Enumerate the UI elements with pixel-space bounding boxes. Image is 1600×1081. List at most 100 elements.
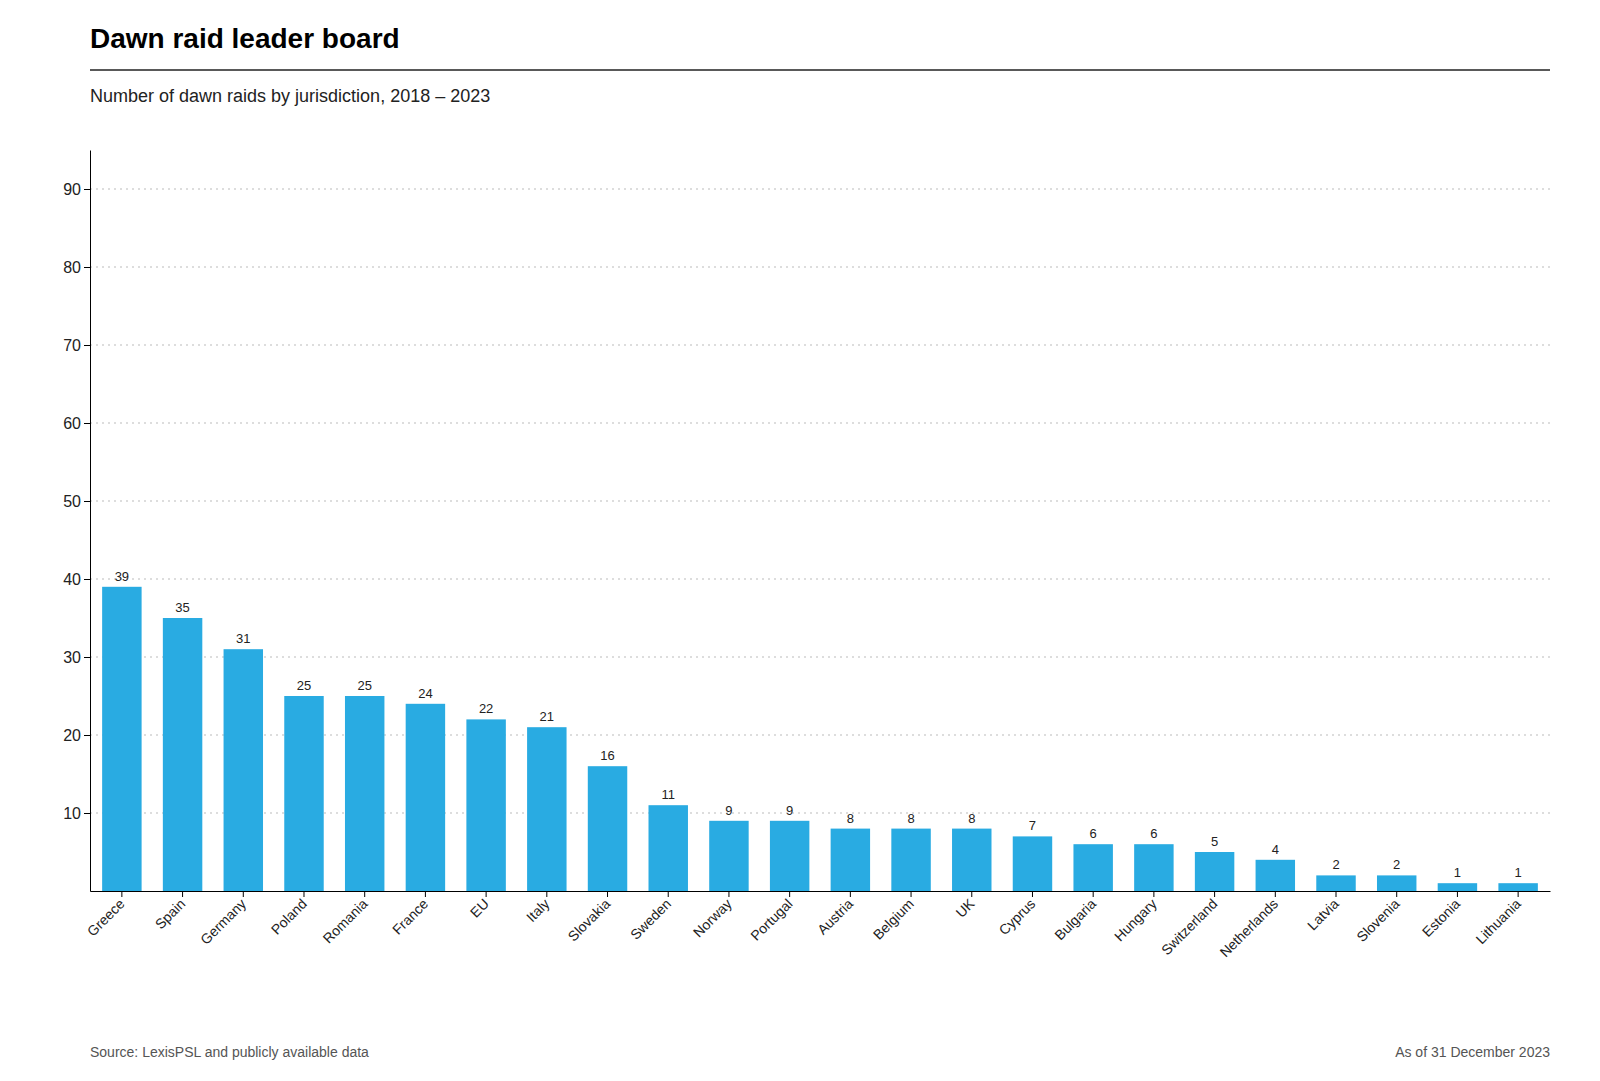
x-tick-label: Estonia xyxy=(1419,895,1463,939)
data-label: 24 xyxy=(418,686,432,701)
data-label: 25 xyxy=(357,678,371,693)
x-tick-label: Germany xyxy=(197,896,249,948)
x-tick-mark xyxy=(1093,891,1094,897)
bar xyxy=(709,821,748,891)
x-tick-label: Norway xyxy=(690,896,735,941)
grid-line xyxy=(90,657,1550,658)
bar xyxy=(1256,860,1295,891)
y-tick: 70 xyxy=(63,337,90,354)
x-tick: UK xyxy=(953,891,979,921)
x-tick-mark xyxy=(121,891,122,897)
x-tick-label: Bulgaria xyxy=(1051,895,1099,943)
x-tick-mark xyxy=(1457,891,1458,897)
grid-line xyxy=(90,189,1550,190)
y-tick-label: 90 xyxy=(63,181,81,198)
y-tick-mark xyxy=(84,189,90,190)
x-tick-mark xyxy=(1275,891,1276,897)
bar xyxy=(952,829,991,891)
x-tick-mark xyxy=(668,891,669,897)
x-tick-label: Austria xyxy=(814,895,856,937)
x-tick: Germany xyxy=(197,891,249,948)
bar xyxy=(406,704,445,891)
bar xyxy=(1377,875,1416,891)
x-tick: Belgium xyxy=(870,891,917,943)
x-tick: Hungary xyxy=(1111,891,1160,944)
x-tick-mark xyxy=(303,891,304,897)
y-tick-mark xyxy=(84,501,90,502)
data-label: 6 xyxy=(1150,826,1157,841)
x-tick-mark xyxy=(243,891,244,897)
x-tick-label: Hungary xyxy=(1111,896,1160,945)
bar xyxy=(1438,883,1477,891)
bar xyxy=(1073,844,1112,891)
x-tick-mark xyxy=(1336,891,1337,897)
x-tick-label: Spain xyxy=(152,896,189,933)
grid-line xyxy=(90,501,1550,502)
x-tick-label: Italy xyxy=(523,896,552,925)
data-label: 2 xyxy=(1393,857,1400,872)
subtitle: Number of dawn raids by jurisdiction, 20… xyxy=(90,86,490,106)
data-label: 1 xyxy=(1515,865,1522,880)
bar xyxy=(102,587,141,891)
bar xyxy=(1013,836,1052,891)
bar xyxy=(831,829,870,891)
y-tick-label: 80 xyxy=(63,259,81,276)
x-tick-label: Poland xyxy=(268,896,310,938)
x-tick-mark xyxy=(1518,891,1519,897)
x-tick: Romania xyxy=(320,891,371,946)
data-label: 7 xyxy=(1029,818,1036,833)
x-tick: Switzerland xyxy=(1158,891,1220,958)
data-label: 21 xyxy=(540,709,554,724)
x-tick-label: Cyprus xyxy=(996,896,1039,939)
y-tick-label: 40 xyxy=(63,571,81,588)
data-label: 31 xyxy=(236,631,250,646)
bar xyxy=(1316,875,1355,891)
x-tick: Bulgaria xyxy=(1051,891,1099,943)
x-tick-label: Portugal xyxy=(747,896,795,944)
y-tick-label: 70 xyxy=(63,337,81,354)
x-tick-mark xyxy=(971,891,972,897)
y-tick: 40 xyxy=(63,571,90,588)
annotation: As of 31 December 2023 xyxy=(1395,1044,1550,1060)
data-label: 4 xyxy=(1272,842,1279,857)
x-tick-label: Slovenia xyxy=(1353,895,1402,944)
y-tick-label: 60 xyxy=(63,415,81,432)
x-tick: Norway xyxy=(690,891,735,940)
x-tick: Estonia xyxy=(1419,891,1463,940)
grid-line xyxy=(90,579,1550,580)
x-tick-label: Netherlands xyxy=(1216,896,1281,961)
x-tick: Spain xyxy=(152,891,189,932)
x-tick-mark xyxy=(607,891,608,897)
y-tick-label: 10 xyxy=(63,805,81,822)
bar xyxy=(163,618,202,891)
y-tick-mark xyxy=(84,267,90,268)
bar xyxy=(1134,844,1173,891)
bar xyxy=(649,805,688,891)
y-tick-mark xyxy=(84,657,90,658)
x-tick: Italy xyxy=(523,891,552,925)
x-tick-label: UK xyxy=(953,895,979,921)
data-label: 9 xyxy=(725,803,732,818)
data-label: 1 xyxy=(1454,865,1461,880)
bar xyxy=(770,821,809,891)
x-tick-mark xyxy=(546,891,547,897)
x-tick: Greece xyxy=(84,891,128,939)
x-tick-mark xyxy=(1032,891,1033,897)
grid-line xyxy=(90,423,1550,424)
bar xyxy=(224,649,263,891)
y-tick: 20 xyxy=(63,727,90,744)
data-label: 5 xyxy=(1211,834,1218,849)
y-tick-label: 20 xyxy=(63,727,81,744)
x-tick-label: Sweden xyxy=(627,896,674,943)
x-tick-mark xyxy=(1214,891,1215,897)
y-axis: 102030405060708090 xyxy=(63,151,90,892)
x-axis: GreeceSpainGermanyPolandRomaniaFranceEUI… xyxy=(84,891,1551,960)
x-axis-line xyxy=(91,891,1551,892)
data-label: 11 xyxy=(661,787,675,802)
x-tick-label: Slovakia xyxy=(565,895,614,944)
x-tick: Lithuania xyxy=(1472,891,1524,947)
x-tick-label: Switzerland xyxy=(1158,896,1220,958)
x-tick-label: Latvia xyxy=(1304,895,1342,933)
bar xyxy=(466,719,505,891)
chart: Dawn raid leader boardNumber of dawn rai… xyxy=(0,0,1600,1081)
